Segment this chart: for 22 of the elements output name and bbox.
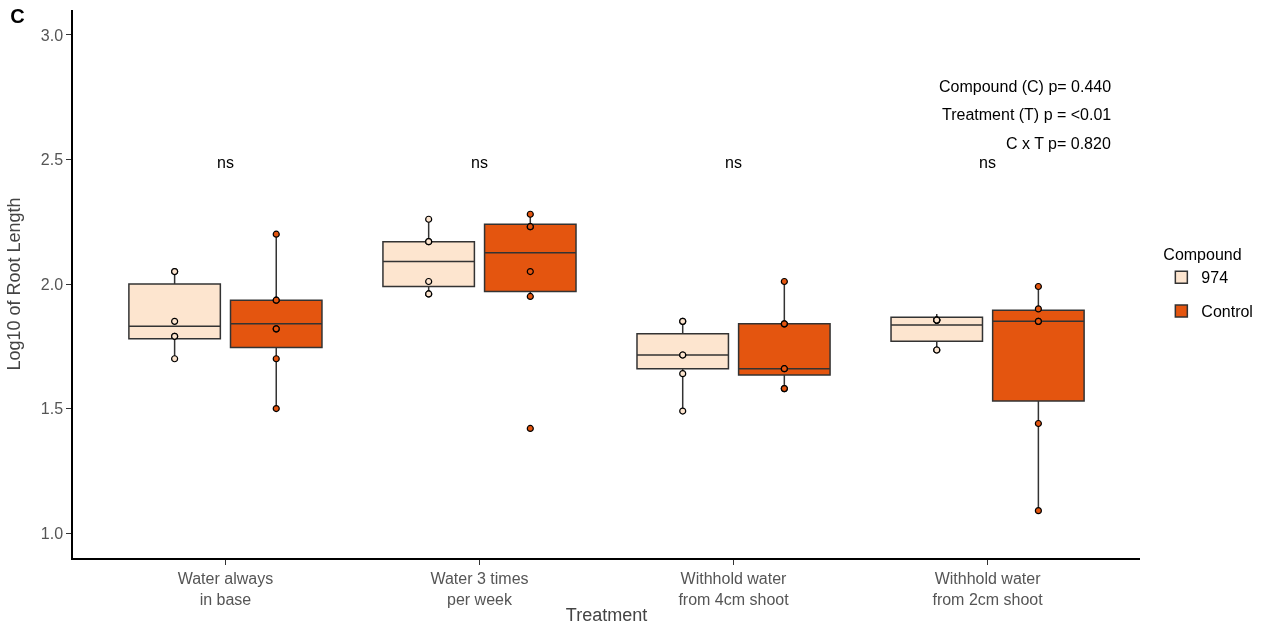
annotation: C x T p= 0.820 [1006,135,1111,152]
x-tick-label: Water 3 times per week [430,569,529,608]
legend-label: 974 [1201,269,1229,287]
legend-title: Compound [1163,246,1242,264]
x-tick-label: Water always in base [177,569,274,608]
legend-label: Control [1201,303,1253,321]
annotation: ns [217,154,234,171]
y-axis-title: Log10 of Root Length [4,197,25,371]
annotation: Treatment (T) p = <0.01 [942,106,1112,123]
y-tick-label: 1.0 [40,524,64,542]
annotation: ns [471,154,488,171]
annotation: ns [725,154,742,171]
annotation: Compound (C) p= 0.440 [939,78,1112,95]
y-tick-label: 3.0 [40,26,64,44]
annotation: ns [979,154,996,171]
x-axis-title: Treatment [565,605,648,626]
y-tick-label: 2.0 [40,275,64,293]
chart-title: C [10,5,25,28]
y-tick-label: 1.5 [40,400,64,418]
x-tick-label: Withhold water from 2cm shoot [932,569,1044,608]
x-tick-label: Withhold water from 4cm shoot [678,569,790,608]
y-tick-label: 2.5 [40,151,64,169]
